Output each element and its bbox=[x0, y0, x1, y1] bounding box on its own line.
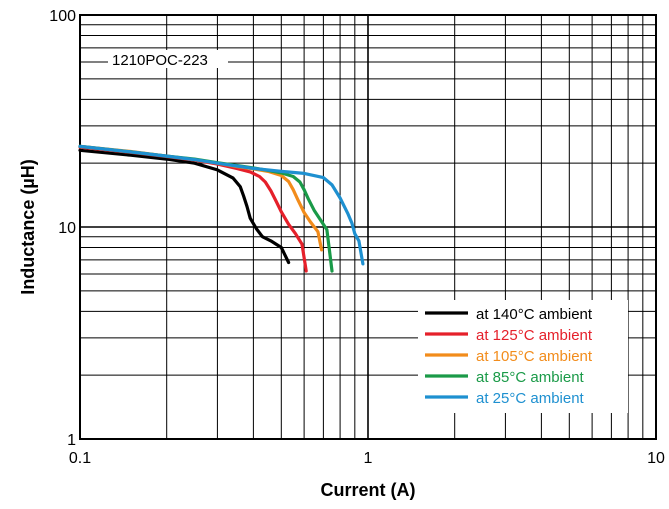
legend-label: at 140°C ambient bbox=[476, 306, 593, 323]
series-line-at-25-c-ambient bbox=[78, 144, 365, 266]
series-line-at-125-c-ambient bbox=[78, 145, 308, 273]
series-lines bbox=[78, 144, 365, 273]
part-number-label: 1210POC-223 bbox=[112, 52, 208, 69]
y-axis-title: Inductance (µH) bbox=[18, 159, 38, 294]
annotation-background bbox=[108, 50, 228, 68]
y-tick-label: 100 bbox=[49, 8, 76, 25]
legend-label: at 105°C ambient bbox=[476, 348, 593, 365]
x-axis-title: Current (A) bbox=[321, 480, 416, 500]
part-number-annotation: 1210POC-223 bbox=[108, 50, 228, 69]
x-tick-label: 0.1 bbox=[69, 450, 91, 467]
legend-items: at 140°C ambient at 125°C ambient at 105°C… bbox=[425, 306, 593, 407]
legend: at 140°C ambient at 125°C ambient at 105°C… bbox=[418, 300, 628, 413]
x-tick-label: 1 bbox=[364, 450, 373, 467]
series-line-at-140-c-ambient bbox=[78, 148, 291, 265]
y-tick-label: 10 bbox=[58, 220, 76, 237]
y-tick-label: 1 bbox=[67, 432, 76, 449]
plot-frame bbox=[79, 14, 657, 440]
legend-label: at 125°C ambient bbox=[476, 327, 593, 344]
legend-label: at 25°C ambient bbox=[476, 390, 585, 407]
legend-label: at 85°C ambient bbox=[476, 369, 585, 386]
x-tick-label: 10 bbox=[647, 450, 665, 467]
